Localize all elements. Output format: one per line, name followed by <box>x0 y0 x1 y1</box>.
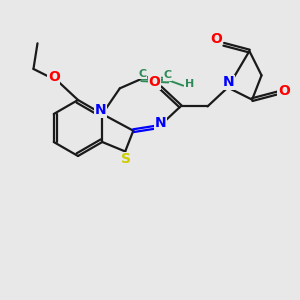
Text: N: N <box>155 116 167 130</box>
Text: N: N <box>223 76 235 89</box>
Text: C: C <box>163 70 172 80</box>
Text: O: O <box>148 76 160 89</box>
Text: S: S <box>121 152 131 167</box>
Text: O: O <box>278 84 290 98</box>
Text: H: H <box>184 79 194 89</box>
Text: N: N <box>94 103 106 117</box>
Text: O: O <box>210 32 222 46</box>
Text: C: C <box>138 69 146 79</box>
Text: O: O <box>48 70 60 84</box>
